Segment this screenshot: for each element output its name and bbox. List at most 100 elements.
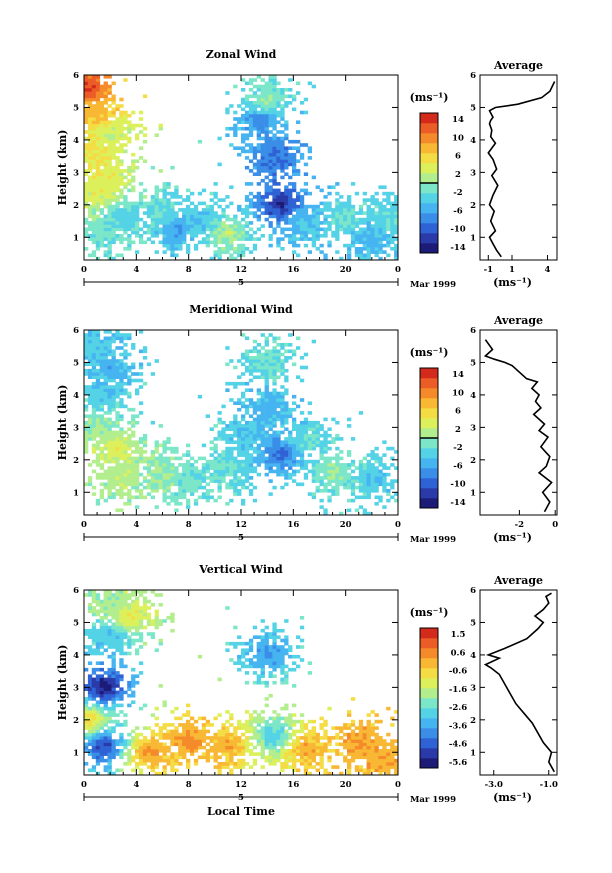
data-cell bbox=[150, 227, 155, 232]
data-cell bbox=[209, 736, 214, 740]
colorbar-swatch bbox=[420, 223, 438, 234]
data-cell bbox=[284, 648, 289, 652]
data-cell bbox=[292, 723, 297, 727]
data-cell bbox=[150, 165, 155, 170]
data-cell bbox=[390, 237, 395, 241]
data-cell bbox=[190, 736, 195, 740]
data-cell bbox=[280, 110, 285, 115]
data-cell bbox=[229, 736, 234, 740]
data-cell bbox=[162, 758, 167, 763]
data-cell bbox=[354, 234, 360, 238]
data-cell bbox=[252, 346, 258, 350]
data-cell bbox=[280, 104, 285, 108]
data-cell bbox=[244, 165, 250, 170]
data-cell bbox=[170, 755, 175, 760]
data-cell bbox=[84, 645, 89, 649]
data-cell bbox=[366, 459, 371, 464]
colorbar-tick-label: -2 bbox=[453, 443, 463, 453]
data-cell bbox=[378, 476, 383, 480]
data-cell bbox=[296, 739, 301, 743]
data-cell bbox=[103, 680, 108, 685]
data-cell bbox=[107, 645, 112, 649]
data-cell bbox=[311, 424, 316, 428]
data-cell bbox=[241, 78, 246, 82]
data-cell bbox=[123, 368, 128, 373]
data-cell bbox=[378, 208, 383, 212]
data-cell bbox=[331, 208, 336, 212]
data-cell bbox=[237, 661, 242, 665]
data-cell bbox=[201, 208, 207, 212]
data-cell bbox=[225, 606, 230, 610]
data-cell bbox=[87, 684, 93, 688]
data-cell bbox=[123, 126, 128, 131]
date-axis-month-label: Mar 1999 bbox=[410, 280, 456, 290]
data-cell bbox=[115, 479, 120, 483]
data-cell bbox=[103, 638, 108, 643]
data-cell bbox=[252, 729, 258, 734]
data-cell bbox=[111, 596, 116, 601]
data-cell bbox=[178, 234, 183, 238]
data-cell bbox=[197, 716, 203, 721]
data-cell bbox=[150, 752, 155, 756]
data-cell bbox=[217, 227, 222, 232]
data-cell bbox=[292, 362, 297, 367]
data-cell bbox=[99, 120, 104, 124]
data-cell bbox=[166, 198, 171, 202]
data-cell bbox=[252, 716, 258, 721]
data-cell bbox=[323, 217, 328, 222]
data-cell bbox=[256, 407, 261, 412]
data-cell bbox=[319, 221, 324, 225]
data-cell bbox=[138, 191, 144, 196]
data-cell bbox=[280, 143, 285, 147]
data-cell bbox=[131, 612, 136, 617]
data-cell bbox=[99, 404, 104, 409]
data-cell bbox=[327, 224, 332, 228]
data-cell bbox=[127, 758, 132, 763]
data-cell bbox=[154, 593, 159, 597]
data-cell bbox=[296, 149, 301, 154]
data-cell bbox=[91, 330, 97, 334]
data-cell bbox=[119, 352, 124, 357]
data-cell bbox=[288, 227, 293, 232]
data-cell bbox=[370, 456, 375, 461]
data-cell bbox=[190, 729, 195, 734]
data-cell bbox=[276, 654, 281, 659]
data-cell bbox=[178, 723, 183, 727]
colorbar-tick-label: 14 bbox=[452, 370, 464, 380]
data-cell bbox=[150, 453, 155, 457]
data-cell bbox=[241, 234, 246, 238]
data-cell bbox=[366, 237, 371, 241]
data-cell bbox=[252, 339, 258, 344]
data-cell bbox=[111, 713, 116, 717]
data-cell bbox=[103, 593, 108, 597]
data-cell bbox=[209, 459, 214, 464]
data-cell bbox=[146, 599, 152, 604]
data-cell bbox=[131, 169, 136, 173]
data-cell bbox=[138, 739, 144, 743]
data-cell bbox=[252, 752, 258, 756]
data-cell bbox=[217, 237, 222, 241]
data-cell bbox=[229, 498, 234, 503]
data-cell bbox=[213, 227, 218, 232]
data-cell bbox=[284, 674, 289, 678]
data-cell bbox=[382, 453, 387, 457]
data-cell bbox=[197, 224, 203, 228]
data-cell bbox=[135, 616, 140, 620]
data-cell bbox=[91, 648, 97, 652]
data-cell bbox=[119, 117, 124, 121]
data-cell bbox=[217, 745, 222, 750]
data-cell bbox=[241, 749, 246, 753]
data-cell bbox=[276, 664, 281, 669]
data-cell bbox=[374, 217, 379, 222]
data-cell bbox=[162, 469, 167, 474]
data-cell bbox=[178, 482, 183, 487]
data-cell bbox=[95, 146, 101, 150]
data-cell bbox=[135, 762, 140, 766]
data-cell bbox=[91, 726, 97, 730]
data-cell bbox=[366, 230, 371, 235]
data-cell bbox=[119, 674, 124, 678]
data-cell bbox=[111, 110, 116, 115]
data-cell bbox=[127, 243, 132, 248]
data-cell bbox=[174, 758, 179, 763]
data-cell bbox=[386, 446, 391, 451]
